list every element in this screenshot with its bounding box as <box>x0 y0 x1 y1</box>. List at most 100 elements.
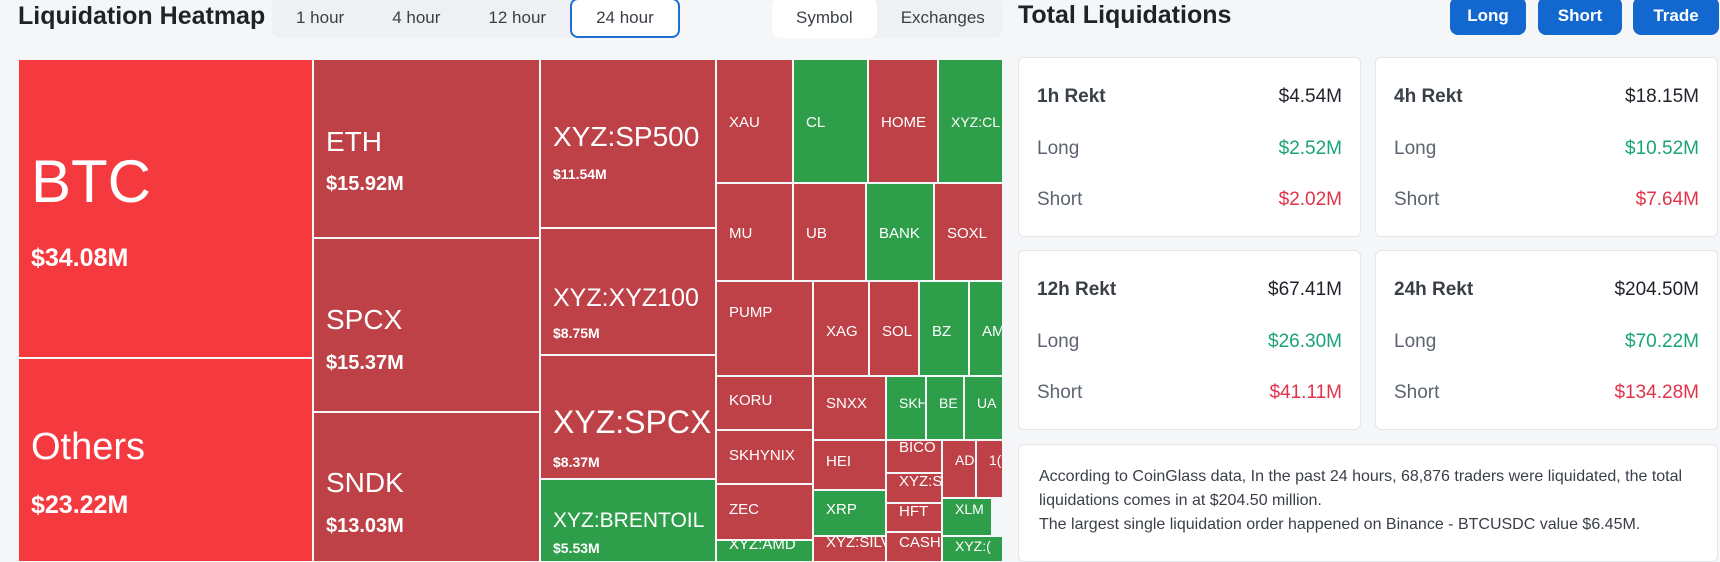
rekt-row: Long $2.52M <box>1037 138 1342 160</box>
tile-symbol: XRP <box>826 500 857 518</box>
heatmap-tile-koru[interactable]: KORU <box>716 376 813 430</box>
heatmap-tile-xyz-spcx[interactable]: XYZ:SPCX $8.37M <box>540 355 716 479</box>
tile-symbol: CASHC <box>899 533 941 551</box>
heatmap-tile-xag[interactable]: XAG <box>813 281 869 376</box>
tile-symbol: BTC <box>31 148 151 215</box>
tile-symbol: HFT <box>899 503 929 520</box>
heatmap-tile-cashc[interactable]: CASHC <box>886 532 942 562</box>
tile-symbol: SKHYNIX <box>729 446 795 464</box>
heatmap-tile-zec[interactable]: ZEC <box>716 484 813 540</box>
heatmap-tile-1[interactable]: 1( <box>976 440 1003 498</box>
heatmap-tile-bico[interactable]: BICO <box>886 440 942 473</box>
long-label: Long <box>1037 138 1080 159</box>
rekt-row: Short $7.64M <box>1394 189 1699 211</box>
heatmap-tile-bz[interactable]: BZ <box>919 281 969 376</box>
heatmap-tile-xyz-sn[interactable]: XYZ:SN <box>886 473 942 503</box>
time-range-tabs: 1 hour 4 hour 12 hour 24 hour <box>272 0 680 38</box>
heatmap-tile-snxx[interactable]: SNXX <box>813 376 886 440</box>
heatmap-tile-cl[interactable]: CL <box>793 59 868 183</box>
long-label: Long <box>1037 331 1080 352</box>
period-label: 12h Rekt <box>1037 279 1117 300</box>
short-amount: $134.28M <box>1614 382 1699 403</box>
tab-24-hour[interactable]: 24 hour <box>570 0 680 38</box>
short-amount: $2.02M <box>1278 189 1342 210</box>
tile-symbol: KORU <box>729 391 773 409</box>
heatmap-tile-soxl[interactable]: SOXL <box>934 183 1003 281</box>
heatmap-tile-eth[interactable]: ETH $15.92M <box>313 59 540 238</box>
rekt-row: Long $70.22M <box>1394 331 1699 353</box>
heatmap-tile-xyz-amd[interactable]: XYZ:AMD <box>716 540 813 562</box>
heatmap-tile-skh[interactable]: SKH <box>886 376 926 440</box>
short-button[interactable]: Short <box>1538 0 1622 35</box>
tab-exchanges[interactable]: Exchanges <box>900 8 985 27</box>
rekt-row: 24h Rekt $204.50M <box>1394 279 1699 301</box>
period-label: 1h Rekt <box>1037 86 1106 107</box>
tile-symbol: SPCX <box>326 304 403 335</box>
tile-symbol: XAU <box>729 113 760 131</box>
rekt-row: 12h Rekt $67.41M <box>1037 279 1342 301</box>
heatmap-tile-btc[interactable]: BTC $34.08M <box>18 59 313 358</box>
rekt-card-12h: 12h Rekt $67.41M Long $26.30M Short $41.11M <box>1018 250 1361 430</box>
heatmap-tile-am[interactable]: AM <box>969 281 1003 376</box>
short-label: Short <box>1037 382 1083 403</box>
tile-symbol: BICO <box>899 440 936 456</box>
tab-symbol[interactable]: Symbol <box>772 0 877 38</box>
heatmap-tile-xyz-brentoil[interactable]: XYZ:BRENTOIL $5.53M <box>540 479 716 562</box>
heatmap-tile-spcx[interactable]: SPCX $15.37M <box>313 238 540 412</box>
heatmap-tile-sndk[interactable]: SNDK $13.03M <box>313 412 540 562</box>
tab-1-hour[interactable]: 1 hour <box>296 8 345 27</box>
heatmap-tile-xyz-sp500[interactable]: XYZ:SP500 $11.54M <box>540 59 716 228</box>
heatmap-tile-sol[interactable]: SOL <box>869 281 919 376</box>
rekt-card-24h: 24h Rekt $204.50M Long $70.22M Short $134.28M <box>1375 250 1718 430</box>
heatmap-tile-home[interactable]: HOME <box>868 59 938 183</box>
heatmap-tile-xau[interactable]: XAU <box>716 59 793 183</box>
long-button[interactable]: Long <box>1450 0 1526 35</box>
long-amount: $10.52M <box>1625 138 1699 159</box>
rekt-row: Short $134.28M <box>1394 382 1699 404</box>
heatmap-tile-hft[interactable]: HFT <box>886 503 942 532</box>
tile-symbol: XYZ:( <box>955 538 991 554</box>
tile-symbol: XYZ:SN <box>899 473 942 490</box>
tile-symbol: BE <box>939 395 958 411</box>
heatmap-tile-xlm[interactable]: XLM <box>942 498 992 536</box>
rekt-row: Long $26.30M <box>1037 331 1342 353</box>
heatmap-tile-ad[interactable]: AD <box>942 440 976 498</box>
tile-symbol: XLM <box>955 501 984 517</box>
tile-symbol: PUMP <box>729 303 773 321</box>
largest-order-text: The largest single liquidation order hap… <box>1039 516 1641 533</box>
heatmap-tile-ua[interactable]: UA <box>964 376 1003 440</box>
tile-symbol: SNXX <box>826 394 867 412</box>
heatmap-tile-hei[interactable]: HEI <box>813 440 886 490</box>
tile-symbol: XYZ:SILV <box>826 536 886 551</box>
heatmap-tile-xyz-silv[interactable]: XYZ:SILV <box>813 536 886 562</box>
tile-symbol: XYZ:SP500 <box>553 121 700 152</box>
trade-button[interactable]: Trade <box>1633 0 1719 35</box>
heatmap-tile-ub[interactable]: UB <box>793 183 866 281</box>
long-amount: $70.22M <box>1625 331 1699 352</box>
tile-symbol: AM <box>982 322 1003 340</box>
page-title: Liquidation Heatmap <box>18 2 266 30</box>
heatmap-tile-xyz[interactable]: XYZ:( <box>942 536 1003 562</box>
tile-value: $13.03M <box>326 515 404 537</box>
heatmap-tile-others[interactable]: Others $23.22M <box>18 358 313 562</box>
tile-symbol: UB <box>806 224 827 242</box>
short-amount: $41.11M <box>1269 382 1342 403</box>
tile-symbol: SNDK <box>326 467 404 498</box>
heatmap-tile-be[interactable]: BE <box>926 376 964 440</box>
tile-symbol: UA <box>977 395 997 411</box>
heatmap-tile-xyz-cl[interactable]: XYZ:CL <box>938 59 1003 183</box>
tab-4-hour[interactable]: 4 hour <box>392 8 441 27</box>
heatmap-tile-xyz-xyz100[interactable]: XYZ:XYZ100 $8.75M <box>540 228 716 355</box>
heatmap-tile-bank[interactable]: BANK <box>866 183 934 281</box>
heatmap-tile-mu[interactable]: MU <box>716 183 793 281</box>
total-amount: $4.54M <box>1278 86 1342 107</box>
rekt-row: Short $2.02M <box>1037 189 1342 211</box>
tile-symbol: CL <box>806 113 826 131</box>
heatmap-tile-pump[interactable]: PUMP <box>716 281 813 376</box>
heatmap-tile-xrp[interactable]: XRP <box>813 490 886 536</box>
tile-symbol: XYZ:CL <box>951 114 1001 130</box>
short-label: Short <box>1037 189 1083 210</box>
tile-symbol: XYZ:AMD <box>729 540 796 553</box>
tab-12-hour[interactable]: 12 hour <box>488 8 547 27</box>
heatmap-tile-skhynix[interactable]: SKHYNIX <box>716 430 813 484</box>
